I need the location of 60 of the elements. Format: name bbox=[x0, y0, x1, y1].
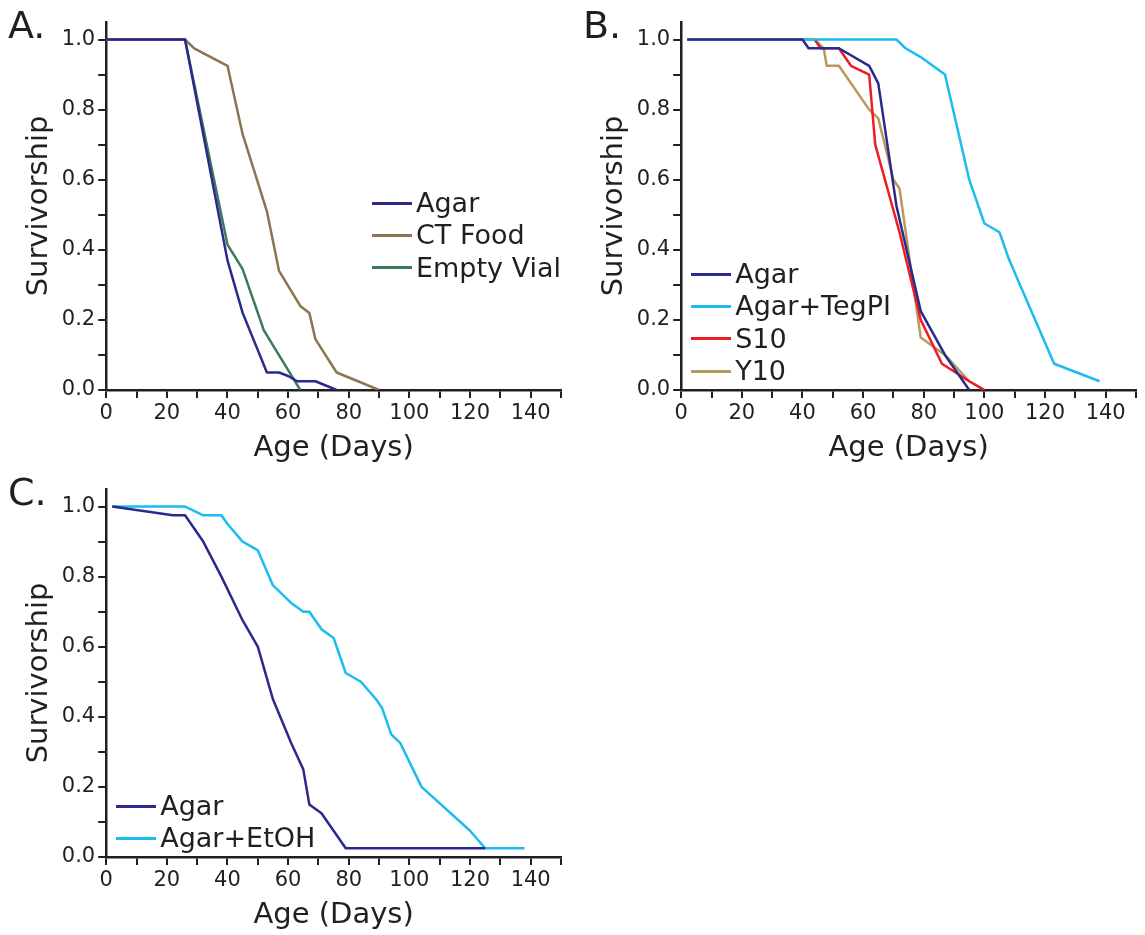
x-tick-label: 80 bbox=[335, 867, 363, 892]
x-axis-title: Age (Days) bbox=[828, 429, 989, 464]
x-tick-label: 140 bbox=[1085, 400, 1126, 425]
x-tick-label: 20 bbox=[153, 867, 181, 892]
x-axis-title: Age (Days) bbox=[253, 429, 414, 464]
y-tick-label: 0.2 bbox=[61, 306, 96, 331]
y-tick-label: 1.0 bbox=[636, 25, 671, 50]
legend-label: S10 bbox=[735, 322, 787, 356]
x-tick-label: 0 bbox=[99, 867, 113, 892]
x-tick-label: 100 bbox=[964, 400, 1005, 425]
x-tick-label: 60 bbox=[274, 867, 302, 892]
legend-label: Agar+EtOH bbox=[160, 822, 316, 855]
x-tick-label: 60 bbox=[849, 400, 877, 425]
y-tick-label: 1.0 bbox=[61, 492, 96, 517]
chart-title: A. bbox=[8, 3, 46, 47]
y-tick-label: 0.6 bbox=[61, 633, 96, 658]
x-tick-label: 120 bbox=[1024, 400, 1066, 425]
y-tick-label: 0.4 bbox=[61, 703, 96, 728]
x-axis-title: Age (Days) bbox=[253, 896, 414, 931]
y-tick-label: 0.0 bbox=[636, 376, 671, 401]
chart-title: C. bbox=[8, 470, 47, 514]
x-tick-label: 0 bbox=[674, 400, 688, 425]
legend-label: CT Food bbox=[416, 219, 525, 252]
x-tick-label: 80 bbox=[910, 400, 938, 425]
y-tick-label: 0.2 bbox=[636, 306, 671, 331]
x-tick-label: 60 bbox=[274, 400, 302, 425]
y-axis-title: Survivorship bbox=[594, 115, 629, 297]
y-tick-label: 0.2 bbox=[61, 773, 96, 798]
legend-label: Agar+TegPI bbox=[735, 290, 891, 323]
y-tick-label: 0.8 bbox=[636, 96, 671, 121]
chart-title: B. bbox=[583, 3, 622, 47]
x-tick-label: 100 bbox=[389, 400, 430, 425]
y-tick-label: 0.4 bbox=[61, 236, 96, 261]
x-tick-label: 40 bbox=[789, 400, 816, 425]
y-tick-label: 0.6 bbox=[61, 166, 96, 191]
legend-label: Agar bbox=[160, 790, 224, 823]
x-tick-label: 20 bbox=[728, 400, 756, 425]
y-tick-label: 0.4 bbox=[636, 236, 671, 261]
y-tick-label: 0.0 bbox=[61, 376, 96, 401]
x-tick-label: 40 bbox=[214, 400, 241, 425]
legend-label: Y10 bbox=[735, 355, 787, 388]
x-tick-label: 100 bbox=[389, 867, 430, 892]
x-tick-label: 20 bbox=[153, 400, 181, 425]
y-axis-title: Survivorship bbox=[19, 582, 54, 764]
y-axis-title: Survivorship bbox=[19, 115, 54, 297]
y-tick-label: 0.8 bbox=[61, 563, 96, 588]
x-tick-label: 140 bbox=[510, 400, 551, 425]
y-tick-label: 0.6 bbox=[636, 166, 671, 191]
legend-label: Agar bbox=[735, 258, 799, 291]
x-tick-label: 0 bbox=[99, 400, 113, 425]
y-tick-label: 0.0 bbox=[61, 843, 96, 868]
x-tick-label: 120 bbox=[449, 400, 491, 425]
x-tick-label: 120 bbox=[449, 867, 491, 892]
y-tick-label: 0.8 bbox=[61, 96, 96, 121]
y-tick-label: 1.0 bbox=[61, 25, 96, 50]
legend-label: Empty Vial bbox=[416, 251, 562, 285]
x-tick-label: 140 bbox=[510, 867, 551, 892]
x-tick-label: 80 bbox=[335, 400, 363, 425]
x-tick-label: 40 bbox=[214, 867, 241, 892]
legend-label: Agar bbox=[416, 186, 480, 220]
